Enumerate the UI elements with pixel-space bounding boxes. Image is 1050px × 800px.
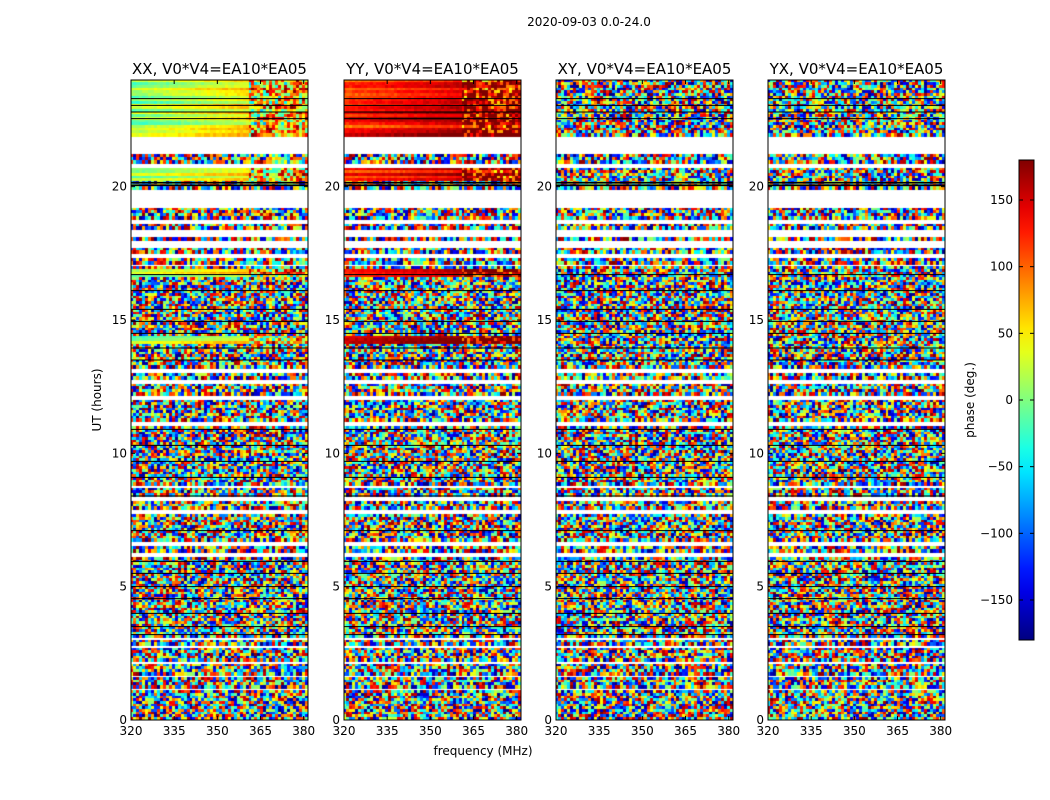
colorbar-tick-label: −50 <box>988 460 1013 474</box>
heatmap-canvas-3 <box>768 80 945 720</box>
colorbar-tick-label: −100 <box>980 526 1013 540</box>
x-tick-label: 350 <box>206 724 229 738</box>
y-tick-label: 20 <box>749 180 764 194</box>
y-tick-label: 10 <box>537 446 552 460</box>
axes-frame <box>130 79 309 721</box>
axes-frame <box>767 79 946 721</box>
y-tick-label: 0 <box>756 713 764 727</box>
heatmap-3 <box>768 80 945 720</box>
colorbar-tick-label: 100 <box>990 260 1013 274</box>
x-tick-label: 350 <box>843 724 866 738</box>
y-tick-label: 5 <box>119 580 127 594</box>
x-tick-label: 320 <box>545 724 568 738</box>
colorbar-label: phase (deg.) <box>963 362 977 438</box>
y-tick-label: 10 <box>749 446 764 460</box>
x-tick-label: 335 <box>376 724 399 738</box>
x-tick-label: 365 <box>462 724 485 738</box>
panel-title: YY, V0*V4=EA10*EA05 <box>345 60 519 78</box>
heatmap-0 <box>131 80 308 720</box>
panel-title: XY, V0*V4=EA10*EA05 <box>558 60 732 78</box>
y-tick-label: 10 <box>325 446 340 460</box>
y-tick-label: 15 <box>112 313 127 327</box>
x-tick-label: 335 <box>163 724 186 738</box>
y-tick-label: 0 <box>544 713 552 727</box>
x-tick-label: 350 <box>419 724 442 738</box>
colorbar-tick-label: 50 <box>998 326 1013 340</box>
colorbar: −150 −100 −50 0 50 100 150 <box>980 159 1035 641</box>
heatmap-canvas-2 <box>556 80 733 720</box>
heatmap-canvas-1 <box>344 80 521 720</box>
x-tick-label: 320 <box>120 724 143 738</box>
heatmap-2 <box>556 80 733 720</box>
y-tick-label: 5 <box>544 580 552 594</box>
x-tick-label: 350 <box>631 724 654 738</box>
axes-frame <box>343 79 522 721</box>
x-tick-label: 320 <box>757 724 780 738</box>
x-tick-label: 320 <box>333 724 356 738</box>
panel-3: YX, V0*V4=EA10*EA05 320 335 350 365 380 0 5 10 15… <box>749 60 952 738</box>
y-tick-label: 5 <box>756 580 764 594</box>
panel-2: XY, V0*V4=EA10*EA05 320 335 350 365 380 0 5 10 15… <box>537 60 740 738</box>
y-tick-label: 0 <box>119 713 127 727</box>
heatmap-1 <box>344 80 521 720</box>
axes-frame <box>555 79 734 721</box>
x-tick-label: 380 <box>717 724 740 738</box>
panel-title: XX, V0*V4=EA10*EA05 <box>132 60 307 78</box>
y-axis-label: UT (hours) <box>90 368 104 431</box>
x-tick-label: 365 <box>249 724 272 738</box>
colorbar-tick-label: −150 <box>980 593 1013 607</box>
x-tick-label: 335 <box>800 724 823 738</box>
panels: XX, V0*V4=EA10*EA05 320 335 350 365 380 0 5 10 15… <box>112 60 952 738</box>
panel-title: YX, V0*V4=EA10*EA05 <box>769 60 944 78</box>
y-tick-label: 0 <box>332 713 340 727</box>
y-tick-label: 20 <box>537 180 552 194</box>
y-tick-label: 15 <box>537 313 552 327</box>
y-tick-label: 20 <box>325 180 340 194</box>
x-axis-label: frequency (MHz) <box>433 744 532 758</box>
y-tick-label: 10 <box>112 446 127 460</box>
x-tick-label: 365 <box>886 724 909 738</box>
x-tick-label: 380 <box>292 724 315 738</box>
x-tick-label: 335 <box>588 724 611 738</box>
colorbar-tick-label: 150 <box>990 193 1013 207</box>
heatmap-canvas-0 <box>131 80 308 720</box>
colorbar-tick-label: 0 <box>1005 393 1013 407</box>
y-tick-label: 20 <box>112 180 127 194</box>
y-tick-label: 15 <box>325 313 340 327</box>
figure-title: 2020-09-03 0.0-24.0 <box>527 15 651 29</box>
y-tick-label: 15 <box>749 313 764 327</box>
panel-1: YY, V0*V4=EA10*EA05 320 335 350 365 380 0 5 10 15… <box>325 60 528 738</box>
panel-0: XX, V0*V4=EA10*EA05 320 335 350 365 380 0 5 10 15… <box>112 60 315 738</box>
x-tick-label: 365 <box>674 724 697 738</box>
x-tick-label: 380 <box>505 724 528 738</box>
x-tick-label: 380 <box>929 724 952 738</box>
y-tick-label: 5 <box>332 580 340 594</box>
